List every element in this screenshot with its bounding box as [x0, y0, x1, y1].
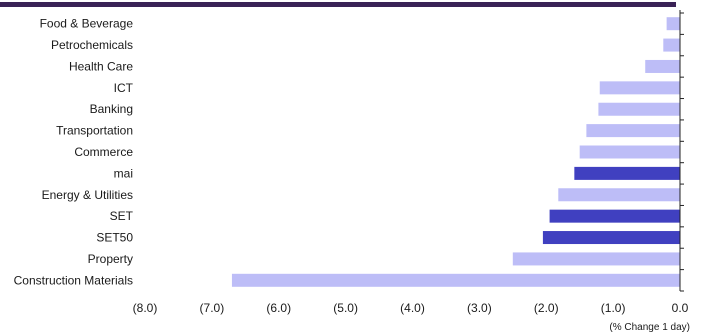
category-label: Commerce	[74, 145, 133, 159]
x-tick-label: (5.0)	[333, 301, 358, 315]
bar	[666, 17, 680, 31]
x-tick-label: (1.0)	[601, 301, 626, 315]
bar	[549, 209, 680, 223]
category-label: Construction Materials	[14, 273, 133, 287]
bar	[663, 38, 680, 52]
category-label: SET	[110, 209, 134, 223]
bar	[512, 252, 680, 266]
bar	[599, 81, 680, 95]
category-label: Property	[88, 252, 133, 266]
x-axis-unit-label: (% Change 1 day)	[609, 322, 690, 333]
x-tick-label: (8.0)	[133, 301, 158, 315]
x-tick-label: (6.0)	[266, 301, 291, 315]
category-label: Petrochemicals	[51, 38, 133, 52]
category-label: mai	[114, 166, 133, 180]
bar	[542, 231, 680, 245]
bar	[598, 102, 680, 116]
bar	[558, 188, 680, 202]
category-label: Food & Beverage	[40, 17, 134, 31]
bar	[574, 166, 680, 180]
category-label: Energy & Utilities	[42, 188, 133, 202]
category-label: Transportation	[56, 124, 133, 138]
category-label: Banking	[90, 102, 133, 116]
header-band	[0, 2, 676, 7]
x-tick-label: (2.0)	[534, 301, 559, 315]
category-label: SET50	[96, 231, 133, 245]
bar	[645, 59, 680, 73]
bar	[586, 124, 680, 138]
bar	[231, 273, 680, 287]
x-tick-label: (3.0)	[467, 301, 492, 315]
category-label: Health Care	[69, 59, 133, 73]
bar	[579, 145, 680, 159]
x-tick-label: (7.0)	[200, 301, 225, 315]
x-tick-label: (4.0)	[400, 301, 425, 315]
category-label: ICT	[114, 81, 134, 95]
x-tick-label: 0.0	[672, 301, 689, 315]
